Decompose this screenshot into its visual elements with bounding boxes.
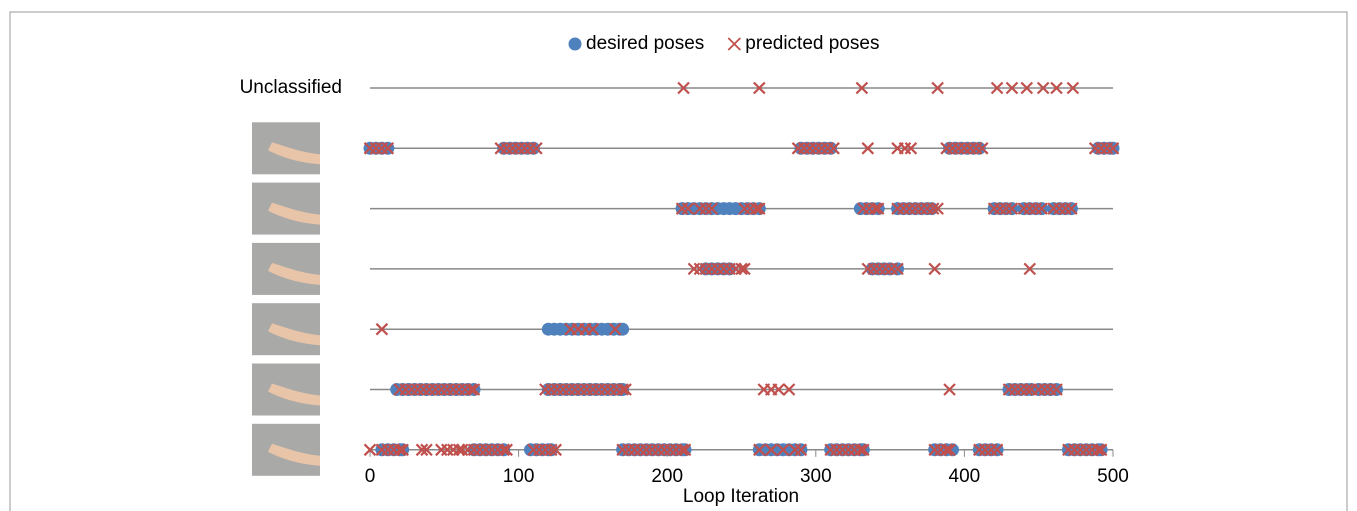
predicted-pose (675, 443, 689, 457)
legend-label: predicted poses (745, 33, 879, 54)
predicted-pose (586, 322, 600, 336)
predicted-pose (497, 443, 511, 457)
predicted-pose (1020, 383, 1034, 396)
predicted-pose (415, 443, 429, 457)
predicted-pose (1036, 81, 1050, 95)
predicted-pose (363, 443, 377, 457)
desired-pose (526, 141, 540, 155)
predicted-pose (1091, 443, 1105, 457)
x-tick-label: 200 (651, 466, 683, 487)
predicted-pose (943, 443, 956, 457)
predicted-pose (1066, 81, 1080, 95)
predicted-pose (855, 81, 869, 95)
x-tick-label: 300 (800, 466, 832, 487)
predicted-pose (753, 81, 766, 95)
legend-marker (568, 37, 582, 51)
predicted-pose (530, 142, 543, 155)
legend-marker (727, 37, 741, 51)
x-tick-label: 100 (503, 466, 535, 487)
frame (9, 11, 1348, 511)
predicted-pose (678, 443, 692, 457)
predicted-pose (1050, 81, 1063, 95)
predicted-pose (545, 443, 558, 457)
predicted-pose (975, 142, 989, 155)
predicted-pose (1065, 202, 1078, 215)
predicted-pose (464, 383, 478, 396)
predicted-pose (776, 443, 790, 457)
predicted-pose (1035, 202, 1048, 215)
predicted-pose (871, 202, 885, 215)
predicted-pose (940, 443, 953, 457)
predicted-pose (857, 443, 870, 457)
predicted-pose (1050, 383, 1063, 396)
predicted-pose (705, 202, 719, 215)
predicted-pose (608, 322, 622, 336)
predicted-pose (1106, 142, 1120, 155)
predicted-pose (931, 81, 944, 95)
hand-shape (268, 323, 320, 346)
predicted-pose (868, 202, 882, 215)
predicted-pose (764, 443, 778, 457)
predicted-pose (681, 202, 695, 215)
predicted-pose (794, 443, 808, 457)
hand-shape (268, 383, 320, 406)
hand-shape (268, 262, 320, 285)
predicted-pose (735, 262, 748, 276)
predicted-pose (772, 383, 785, 396)
predicted-pose (990, 81, 1004, 95)
predicted-pose (381, 142, 395, 155)
predicted-pose (990, 443, 1004, 457)
predicted-pose (500, 443, 513, 457)
predicted-pose (677, 81, 690, 95)
desired-pose (824, 141, 838, 155)
predicted-pose (753, 202, 766, 215)
predicted-pose (738, 262, 751, 276)
predicted-pose (861, 142, 875, 155)
predicted-pose (396, 443, 409, 457)
predicted-pose (375, 322, 389, 336)
x-axis-label: Loop Iteration (683, 486, 799, 507)
predicted-pose (926, 202, 940, 215)
predicted-pose (1023, 262, 1037, 276)
predicted-pose (753, 443, 766, 457)
x-tick-label: 0 (365, 466, 376, 487)
predicted-pose (750, 202, 763, 215)
predicted-pose (393, 443, 406, 457)
row-label: Unclassified (240, 77, 342, 98)
predicted-pose (616, 383, 629, 396)
x-tick-label: 400 (949, 466, 981, 487)
x-tick-label: 500 (1097, 466, 1129, 487)
predicted-pose (549, 443, 563, 457)
predicted-pose (827, 142, 840, 155)
predicted-pose (931, 202, 944, 215)
legend-label: desired poses (586, 33, 704, 54)
predicted-pose (1020, 81, 1034, 95)
predicted-pose (891, 262, 904, 276)
predicted-pose (782, 383, 796, 396)
predicted-pose (467, 383, 481, 396)
hand-shape (268, 142, 320, 165)
predicted-pose (943, 383, 956, 396)
predicted-pose (854, 443, 867, 457)
predicted-pose (452, 443, 466, 457)
predicted-pose (928, 262, 941, 276)
predicted-pose (1005, 81, 1019, 95)
predicted-pose (1094, 443, 1108, 457)
desired-pose (972, 141, 986, 155)
hand-shape (268, 202, 320, 225)
predicted-pose (619, 383, 632, 396)
predicted-pose (420, 443, 433, 457)
predicted-pose (904, 142, 918, 155)
hand-shape (268, 443, 320, 466)
desired-pose (616, 322, 630, 336)
predicted-pose (1005, 202, 1019, 215)
